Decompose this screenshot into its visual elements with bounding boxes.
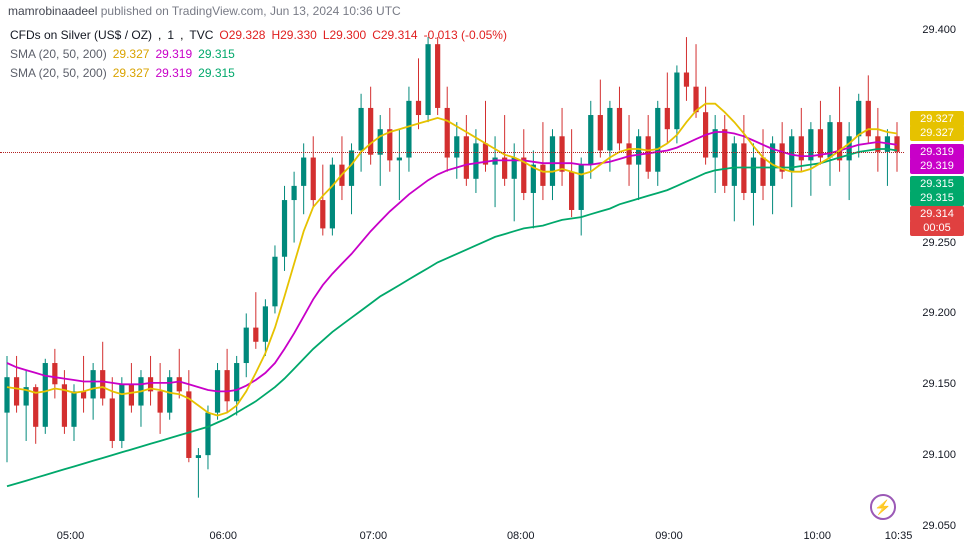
x-tick: 10:00 (803, 530, 831, 542)
chart-plot-area[interactable] (0, 30, 904, 526)
flash-icon: ⚡ (874, 499, 891, 516)
x-tick: 05:00 (57, 530, 85, 542)
price-tag: 29.319 (910, 158, 964, 174)
price-tag: 29.327 (910, 125, 964, 141)
y-tick: 29.200 (922, 307, 956, 319)
price-tag: 29.315 (910, 190, 964, 206)
flash-button[interactable]: ⚡ (870, 494, 896, 520)
price-tag: 00:05 (910, 220, 964, 236)
x-tick: 10:35 (885, 530, 913, 542)
publish-info: published on TradingView.com, Jun 13, 20… (101, 4, 401, 18)
current-price-line (0, 152, 904, 153)
x-tick: 06:00 (210, 530, 238, 542)
x-axis: 05:0006:0007:0008:0009:0010:0010:35 (0, 530, 904, 550)
y-tick: 29.250 (922, 237, 956, 249)
x-tick: 08:00 (507, 530, 535, 542)
y-tick: 29.100 (922, 449, 956, 461)
chart-svg (0, 30, 904, 526)
publish-header: mamrobinaadeel published on TradingView.… (8, 4, 401, 18)
y-tick: 29.400 (922, 24, 956, 36)
x-tick: 09:00 (655, 530, 683, 542)
y-axis: 29.40029.25029.20029.15029.10029.050 (904, 30, 964, 526)
y-tick: 29.150 (922, 378, 956, 390)
author-name: mamrobinaadeel (8, 4, 97, 18)
y-tick: 29.050 (922, 520, 956, 532)
x-tick: 07:00 (360, 530, 388, 542)
